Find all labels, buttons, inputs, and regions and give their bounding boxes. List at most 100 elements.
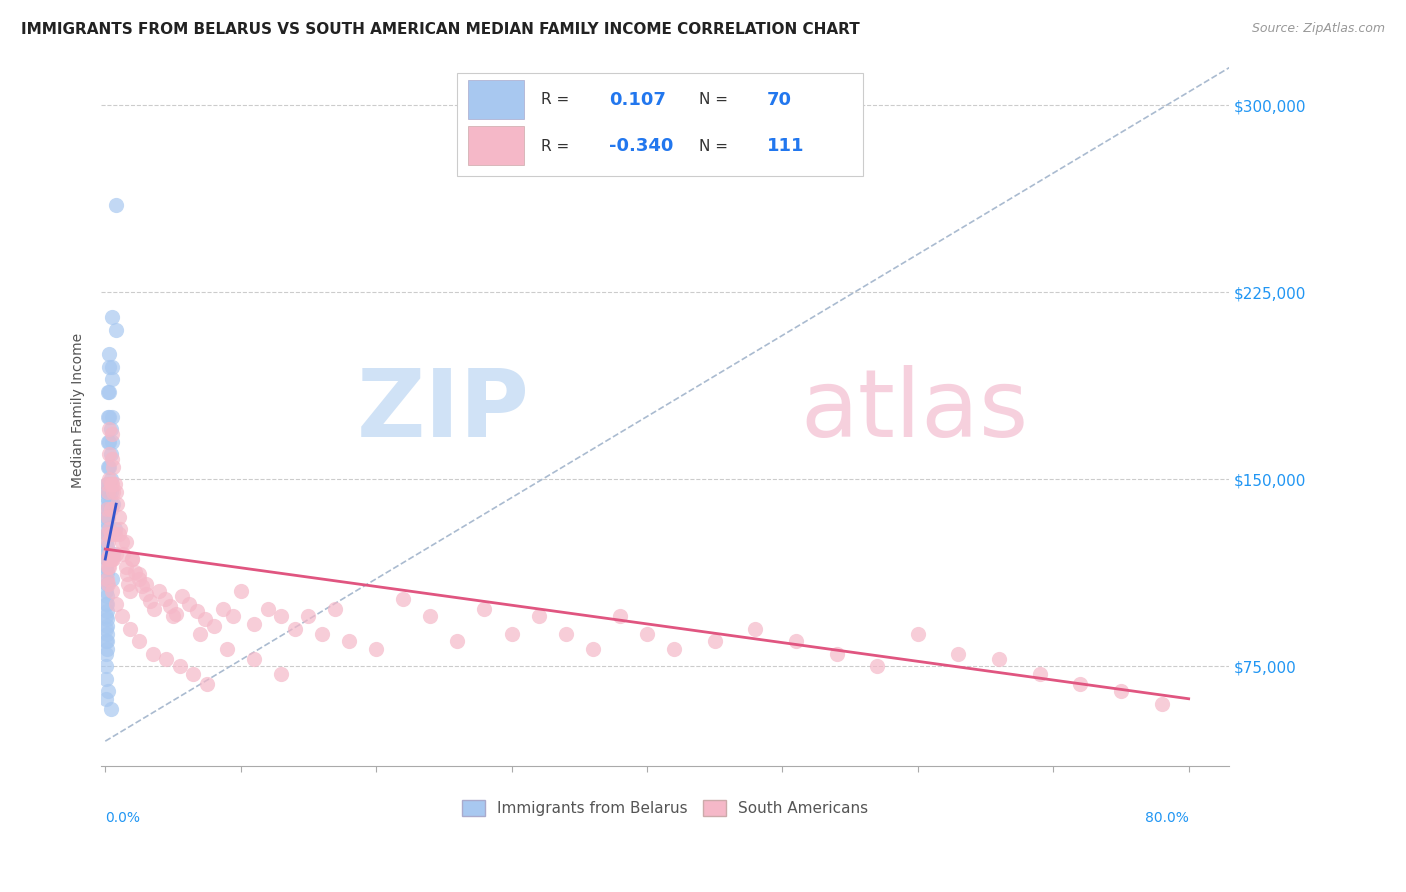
Point (96, 527, 118, 541)
Point (128, 634, 150, 648)
Point (474, 602, 496, 616)
Point (101, 310, 124, 324)
Point (124, 565, 146, 579)
Point (105, 597, 128, 611)
Point (284, 622, 307, 636)
Point (212, 602, 235, 616)
Point (419, 609, 441, 624)
Point (96, 634, 118, 648)
Point (270, 609, 292, 624)
Point (96, 565, 118, 579)
Point (100, 552, 122, 566)
Point (97, 509, 120, 524)
Point (98, 459, 121, 474)
Point (94, 572, 117, 586)
Point (94, 484, 117, 499)
Point (153, 591, 176, 606)
Text: 0.107: 0.107 (609, 91, 665, 109)
Point (94, 497, 117, 511)
Point (100, 472, 122, 486)
Point (96, 502, 118, 516)
Point (100, 422, 122, 436)
Point (117, 577, 139, 591)
Point (165, 607, 187, 621)
Point (96, 477, 118, 491)
Point (96, 477, 118, 491)
Point (337, 634, 360, 648)
Point (988, 652, 1011, 666)
Point (94, 659, 117, 673)
Point (582, 641, 605, 656)
Text: 80.0%: 80.0% (1144, 811, 1188, 825)
Point (94, 559, 117, 574)
Point (96, 540, 118, 554)
Point (1109, 684, 1132, 698)
Point (194, 612, 217, 626)
Text: atlas: atlas (800, 365, 1029, 457)
Point (94, 509, 117, 524)
Point (188, 627, 211, 641)
Point (297, 609, 319, 624)
Point (162, 609, 184, 624)
Point (94, 597, 117, 611)
Point (98, 347, 121, 361)
Point (111, 547, 134, 561)
Point (118, 622, 141, 636)
Point (98, 422, 121, 436)
Point (202, 619, 225, 633)
Point (96, 597, 118, 611)
Point (1150, 697, 1173, 711)
Point (98, 522, 121, 536)
Point (97, 384, 120, 399)
Point (100, 702, 122, 716)
Point (179, 597, 201, 611)
Point (98, 547, 121, 561)
Point (98, 409, 121, 424)
Point (108, 527, 131, 541)
Point (785, 634, 807, 648)
Point (181, 666, 204, 681)
Point (100, 484, 122, 499)
Point (98, 384, 121, 399)
Point (107, 497, 129, 511)
Point (169, 659, 191, 673)
Point (97, 527, 120, 541)
Text: -0.340: -0.340 (609, 137, 673, 155)
Point (101, 452, 124, 467)
Point (825, 647, 848, 661)
Point (108, 522, 131, 536)
Point (101, 409, 124, 424)
Point (143, 602, 166, 616)
Point (101, 359, 124, 374)
Point (131, 579, 153, 593)
Text: 0.0%: 0.0% (105, 811, 141, 825)
Point (554, 627, 576, 641)
Point (744, 622, 766, 636)
Text: R =: R = (541, 93, 569, 107)
Point (105, 198, 128, 212)
Point (186, 604, 208, 618)
Point (96, 612, 118, 626)
Point (121, 552, 143, 566)
Point (96, 627, 118, 641)
Point (101, 552, 124, 566)
Point (96, 515, 118, 529)
Text: R =: R = (541, 138, 569, 153)
Legend: Immigrants from Belarus, South Americans: Immigrants from Belarus, South Americans (456, 794, 875, 822)
Point (94, 634, 117, 648)
Point (98, 359, 121, 374)
Point (104, 522, 127, 536)
Point (96, 527, 118, 541)
Point (221, 609, 243, 624)
Point (101, 434, 124, 449)
Point (105, 547, 128, 561)
Point (96, 577, 118, 591)
Point (110, 534, 132, 549)
Point (97, 434, 120, 449)
Point (98, 447, 121, 461)
Point (703, 634, 725, 648)
Point (98, 484, 121, 499)
Point (128, 567, 150, 582)
Point (96, 604, 118, 618)
Point (325, 602, 347, 616)
